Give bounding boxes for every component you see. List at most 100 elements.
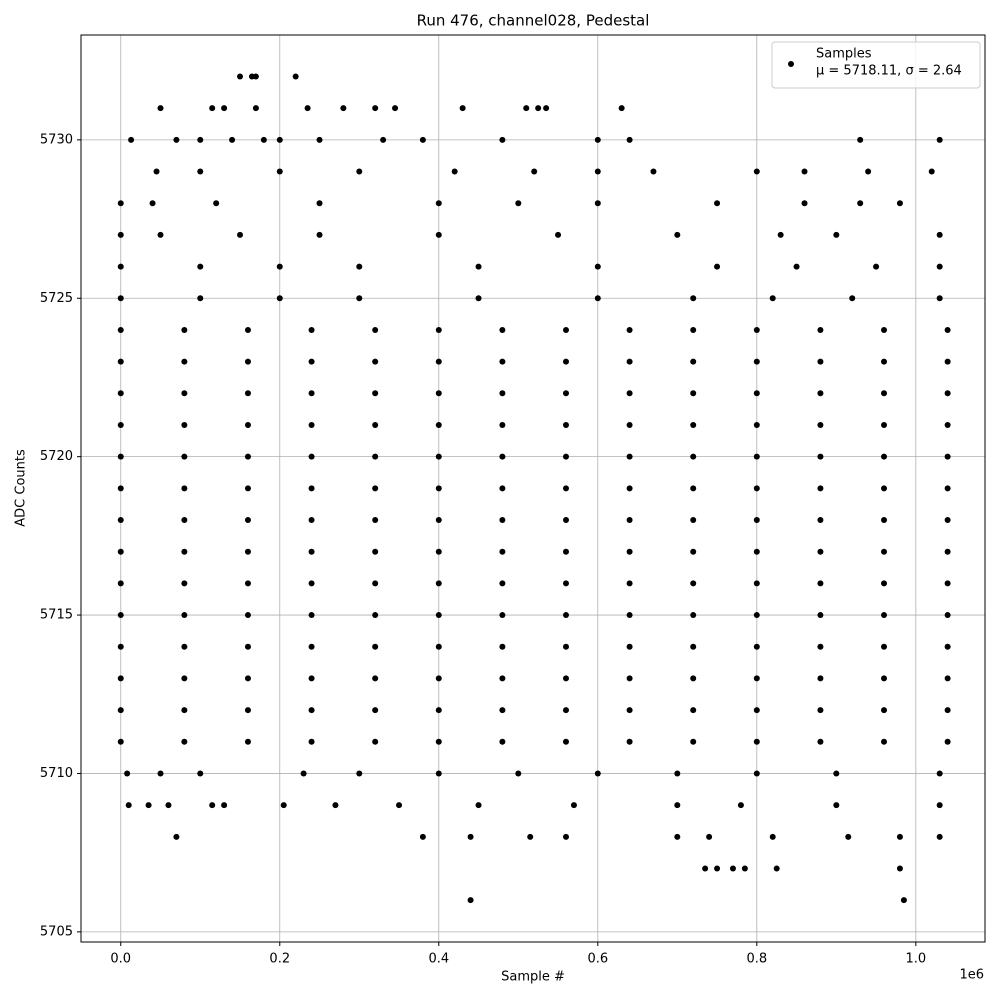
point (308, 707, 315, 714)
point (499, 707, 506, 714)
point (117, 675, 124, 682)
point (372, 390, 379, 397)
point (244, 643, 251, 650)
point (753, 612, 760, 619)
point (499, 675, 506, 682)
point (626, 517, 633, 524)
point (467, 833, 474, 840)
point (499, 485, 506, 492)
legend-label: Samples (816, 47, 872, 62)
point (372, 675, 379, 682)
point (435, 738, 442, 745)
point (944, 390, 951, 397)
point (674, 770, 681, 777)
point (515, 200, 522, 207)
point (690, 643, 697, 650)
point (244, 421, 251, 428)
point (531, 168, 538, 175)
point (499, 358, 506, 365)
point (626, 707, 633, 714)
point (459, 105, 466, 112)
point (308, 548, 315, 555)
point (523, 105, 530, 112)
point (527, 833, 534, 840)
point (332, 802, 339, 809)
point (181, 453, 188, 460)
point (308, 453, 315, 460)
point (690, 612, 697, 619)
point (499, 390, 506, 397)
point (741, 865, 748, 872)
point (626, 390, 633, 397)
point (117, 200, 124, 207)
point (881, 707, 888, 714)
point (260, 136, 267, 143)
point (714, 263, 721, 270)
point (769, 295, 776, 302)
point (881, 643, 888, 650)
point (451, 168, 458, 175)
point (372, 548, 379, 555)
point (372, 358, 379, 365)
point (817, 485, 824, 492)
point (316, 231, 323, 238)
point (562, 675, 569, 682)
point (817, 517, 824, 524)
point (753, 358, 760, 365)
point (833, 770, 840, 777)
point (817, 548, 824, 555)
point (380, 136, 387, 143)
point (372, 707, 379, 714)
point (181, 421, 188, 428)
point (570, 802, 577, 809)
point (944, 643, 951, 650)
point (181, 390, 188, 397)
point (435, 326, 442, 333)
point (690, 548, 697, 555)
point (753, 580, 760, 587)
point (881, 517, 888, 524)
point (865, 168, 872, 175)
point (650, 168, 657, 175)
point (181, 643, 188, 650)
point (356, 263, 363, 270)
point (690, 358, 697, 365)
point (165, 802, 172, 809)
x-tick-label: 0.2 (269, 952, 290, 967)
point (753, 548, 760, 555)
point (562, 548, 569, 555)
point (276, 263, 283, 270)
point (117, 612, 124, 619)
point (881, 326, 888, 333)
point (896, 833, 903, 840)
point (769, 833, 776, 840)
point (372, 421, 379, 428)
point (690, 295, 697, 302)
point (308, 485, 315, 492)
point (252, 73, 259, 80)
point (117, 263, 124, 270)
point (562, 358, 569, 365)
point (896, 200, 903, 207)
point (244, 738, 251, 745)
point (690, 738, 697, 745)
point (308, 421, 315, 428)
point (467, 897, 474, 904)
point (244, 517, 251, 524)
point (626, 421, 633, 428)
point (244, 485, 251, 492)
point (372, 485, 379, 492)
point (181, 580, 188, 587)
point (117, 390, 124, 397)
point (944, 326, 951, 333)
point (499, 738, 506, 745)
point (435, 390, 442, 397)
point (535, 105, 542, 112)
point (499, 453, 506, 460)
point (221, 105, 228, 112)
point (674, 802, 681, 809)
point (435, 485, 442, 492)
point (626, 612, 633, 619)
point (555, 231, 562, 238)
